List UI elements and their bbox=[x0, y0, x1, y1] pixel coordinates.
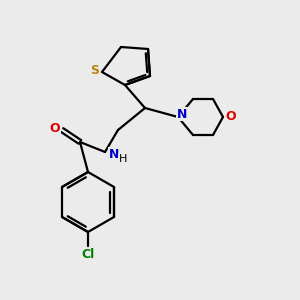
Text: N: N bbox=[177, 107, 187, 121]
Text: Cl: Cl bbox=[81, 248, 94, 260]
Text: O: O bbox=[226, 110, 236, 124]
Text: O: O bbox=[50, 122, 60, 136]
Text: N: N bbox=[109, 148, 119, 160]
Text: S: S bbox=[91, 64, 100, 77]
Text: H: H bbox=[119, 154, 127, 164]
